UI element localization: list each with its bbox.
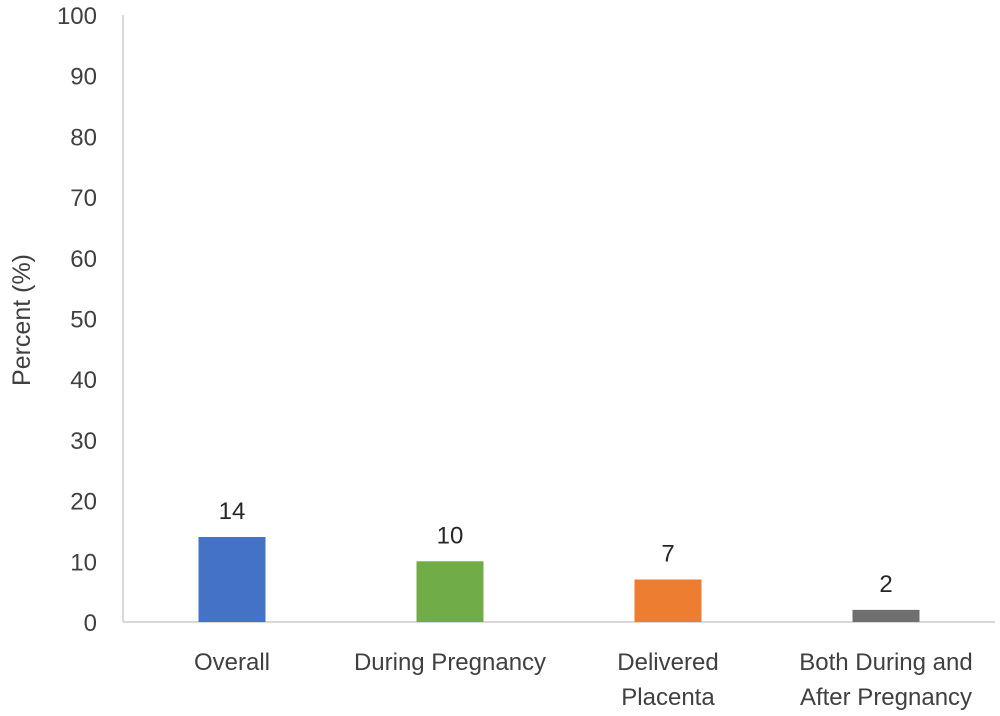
- data-labels: 14 10 7 2: [219, 498, 893, 598]
- y-tick-label: 80: [70, 124, 97, 151]
- y-tick-label: 50: [70, 307, 97, 334]
- data-label: 2: [879, 571, 892, 598]
- data-label: 7: [661, 541, 674, 568]
- y-tick-label: 90: [70, 64, 97, 91]
- y-tick-label: 40: [70, 367, 97, 394]
- bar: [416, 561, 484, 622]
- bars: [198, 537, 920, 622]
- category-label: Both During and: [799, 649, 972, 676]
- y-tick-label: 100: [57, 3, 97, 30]
- category-label: Placenta: [621, 684, 715, 711]
- category-label: Delivered: [617, 649, 718, 676]
- category-label: After Pregnancy: [800, 684, 972, 711]
- bar: [852, 609, 920, 622]
- category-labels: Overall During Pregnancy Delivered Placenta…: [194, 649, 973, 711]
- y-tick-label: 0: [84, 610, 97, 637]
- y-tick-labels: 0 10 20 30 40 50 60 70 80 90 100: [57, 3, 97, 637]
- y-tick-label: 70: [70, 185, 97, 212]
- data-label: 10: [437, 522, 464, 549]
- bar: [198, 537, 266, 622]
- y-tick-label: 60: [70, 246, 97, 273]
- category-label: Overall: [194, 649, 270, 676]
- y-tick-label: 20: [70, 489, 97, 516]
- y-axis-title: Percent (%): [8, 254, 36, 386]
- bar: [634, 579, 702, 622]
- y-tick-label: 10: [70, 549, 97, 576]
- category-label: During Pregnancy: [354, 649, 546, 676]
- data-label: 14: [219, 498, 246, 525]
- y-tick-label: 30: [70, 428, 97, 455]
